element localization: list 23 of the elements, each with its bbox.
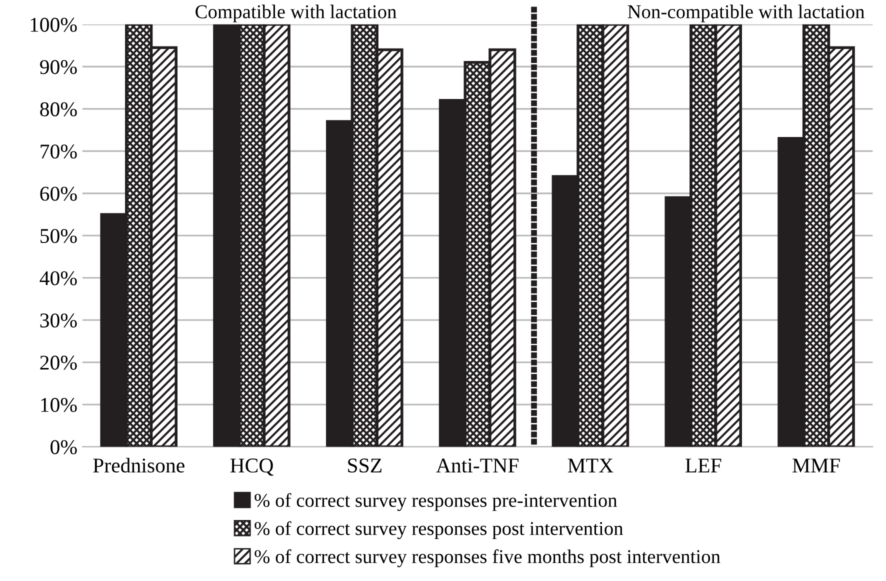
x-tick-label: Prednisone: [93, 458, 184, 473]
text: Compatible with lactation: [196, 4, 396, 22]
legend-label: % of correct survey responses pre-intervention: [254, 493, 618, 511]
y-tick-label: 60%: [40, 186, 77, 201]
y-tick-label: 50%: [40, 228, 77, 244]
legend-label: % of correct survey responses five months post intervention: [254, 549, 720, 568]
y-tick-label: 80%: [40, 102, 77, 116]
text: Non-compatible with lactation: [628, 4, 865, 22]
x-tick-label: MMF: [792, 458, 840, 472]
legend-label: % of correct survey responses post intervention: [254, 521, 624, 540]
x-tick-label: MTX: [568, 458, 614, 472]
x-tick-label: HCQ: [230, 458, 274, 476]
y-tick-label: 0%: [50, 440, 77, 454]
x-tick-label: LEF: [685, 458, 722, 472]
y-tick-label: 30%: [40, 313, 77, 328]
y-tick-label: 40%: [40, 271, 77, 286]
x-tick-label: Anti-TNF: [436, 458, 518, 473]
y-tick-label: 100%: [30, 18, 77, 32]
y-tick-label: 20%: [40, 356, 77, 370]
y-tick-label: 70%: [40, 144, 77, 159]
x-tick-label: SSZ: [348, 458, 382, 473]
y-tick-label: 90%: [40, 60, 77, 74]
y-tick-label: 10%: [41, 398, 77, 412]
